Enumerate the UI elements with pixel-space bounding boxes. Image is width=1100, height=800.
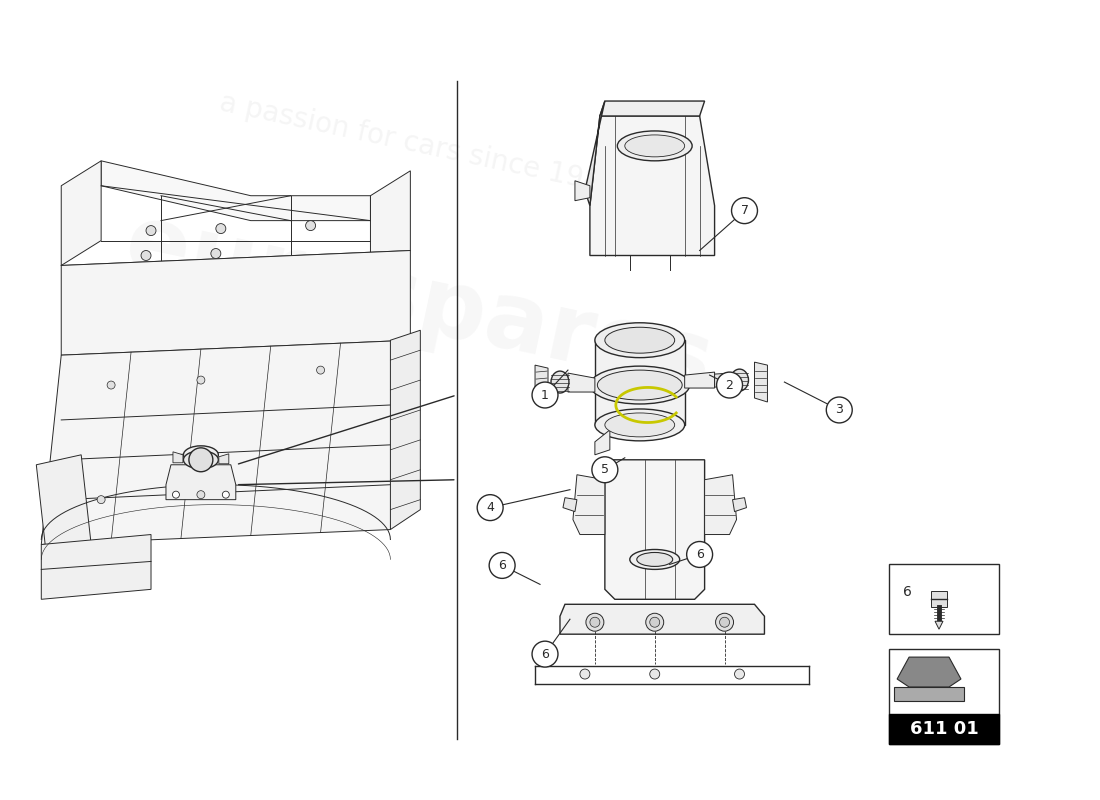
Polygon shape bbox=[36, 455, 91, 554]
Text: 5: 5 bbox=[601, 463, 609, 476]
Ellipse shape bbox=[595, 322, 684, 358]
Polygon shape bbox=[605, 460, 705, 599]
Polygon shape bbox=[755, 362, 768, 402]
Ellipse shape bbox=[597, 370, 682, 400]
Ellipse shape bbox=[551, 371, 569, 393]
Polygon shape bbox=[585, 101, 605, 206]
Text: 7: 7 bbox=[740, 204, 748, 217]
Polygon shape bbox=[166, 465, 235, 500]
Circle shape bbox=[222, 491, 229, 498]
Polygon shape bbox=[568, 373, 595, 392]
Polygon shape bbox=[935, 622, 943, 630]
Circle shape bbox=[532, 382, 558, 408]
Text: 611 01: 611 01 bbox=[910, 720, 978, 738]
Polygon shape bbox=[575, 181, 590, 201]
Circle shape bbox=[716, 372, 742, 398]
Circle shape bbox=[580, 669, 590, 679]
Circle shape bbox=[650, 669, 660, 679]
Circle shape bbox=[590, 618, 600, 627]
Circle shape bbox=[650, 618, 660, 627]
Circle shape bbox=[97, 496, 106, 504]
Text: 3: 3 bbox=[835, 403, 844, 417]
Ellipse shape bbox=[605, 327, 674, 353]
Circle shape bbox=[586, 614, 604, 631]
Text: 6: 6 bbox=[541, 648, 549, 661]
Circle shape bbox=[107, 381, 116, 389]
Text: 6: 6 bbox=[498, 559, 506, 572]
Ellipse shape bbox=[630, 550, 680, 570]
Polygon shape bbox=[715, 373, 729, 387]
Polygon shape bbox=[560, 604, 764, 634]
Polygon shape bbox=[62, 161, 101, 266]
FancyBboxPatch shape bbox=[889, 565, 999, 634]
Circle shape bbox=[826, 397, 852, 423]
Polygon shape bbox=[894, 687, 964, 701]
Circle shape bbox=[317, 366, 324, 374]
Ellipse shape bbox=[625, 135, 684, 157]
Circle shape bbox=[189, 448, 213, 472]
Circle shape bbox=[686, 542, 713, 567]
Circle shape bbox=[141, 250, 151, 261]
Polygon shape bbox=[371, 170, 410, 275]
Text: a passion for cars since 1985: a passion for cars since 1985 bbox=[217, 89, 620, 201]
Text: 6: 6 bbox=[903, 586, 912, 599]
Polygon shape bbox=[733, 498, 747, 512]
Ellipse shape bbox=[605, 413, 674, 437]
Polygon shape bbox=[684, 372, 715, 388]
Ellipse shape bbox=[184, 451, 218, 469]
Ellipse shape bbox=[595, 409, 684, 441]
Circle shape bbox=[306, 221, 316, 230]
Circle shape bbox=[216, 224, 225, 234]
Ellipse shape bbox=[184, 446, 218, 464]
Polygon shape bbox=[563, 498, 576, 512]
Circle shape bbox=[477, 494, 503, 521]
Circle shape bbox=[735, 669, 745, 679]
Text: 2: 2 bbox=[726, 378, 734, 391]
Ellipse shape bbox=[617, 131, 692, 161]
Polygon shape bbox=[42, 534, 151, 599]
Polygon shape bbox=[219, 454, 229, 464]
Polygon shape bbox=[595, 340, 684, 425]
Polygon shape bbox=[600, 101, 705, 116]
Ellipse shape bbox=[590, 366, 690, 404]
Ellipse shape bbox=[730, 369, 748, 391]
Circle shape bbox=[719, 618, 729, 627]
Polygon shape bbox=[590, 116, 715, 255]
Circle shape bbox=[732, 198, 758, 224]
Polygon shape bbox=[42, 340, 410, 545]
Polygon shape bbox=[595, 430, 609, 455]
Text: 1: 1 bbox=[541, 389, 549, 402]
Circle shape bbox=[592, 457, 618, 482]
FancyBboxPatch shape bbox=[889, 714, 999, 744]
Circle shape bbox=[197, 376, 205, 384]
Circle shape bbox=[146, 226, 156, 235]
FancyBboxPatch shape bbox=[889, 649, 999, 744]
Circle shape bbox=[646, 614, 663, 631]
Polygon shape bbox=[62, 250, 410, 355]
Circle shape bbox=[716, 614, 734, 631]
Circle shape bbox=[173, 491, 179, 498]
Polygon shape bbox=[390, 330, 420, 530]
Ellipse shape bbox=[637, 553, 673, 566]
Polygon shape bbox=[705, 474, 737, 534]
Polygon shape bbox=[573, 474, 605, 534]
Polygon shape bbox=[101, 161, 371, 221]
Polygon shape bbox=[898, 657, 961, 687]
Circle shape bbox=[532, 641, 558, 667]
Circle shape bbox=[490, 553, 515, 578]
Text: 6: 6 bbox=[695, 548, 704, 561]
Circle shape bbox=[211, 249, 221, 258]
Text: eurospares: eurospares bbox=[117, 198, 721, 411]
Polygon shape bbox=[931, 591, 947, 607]
Circle shape bbox=[197, 490, 205, 498]
Text: 4: 4 bbox=[486, 501, 494, 514]
Polygon shape bbox=[173, 452, 183, 462]
Polygon shape bbox=[535, 365, 548, 402]
